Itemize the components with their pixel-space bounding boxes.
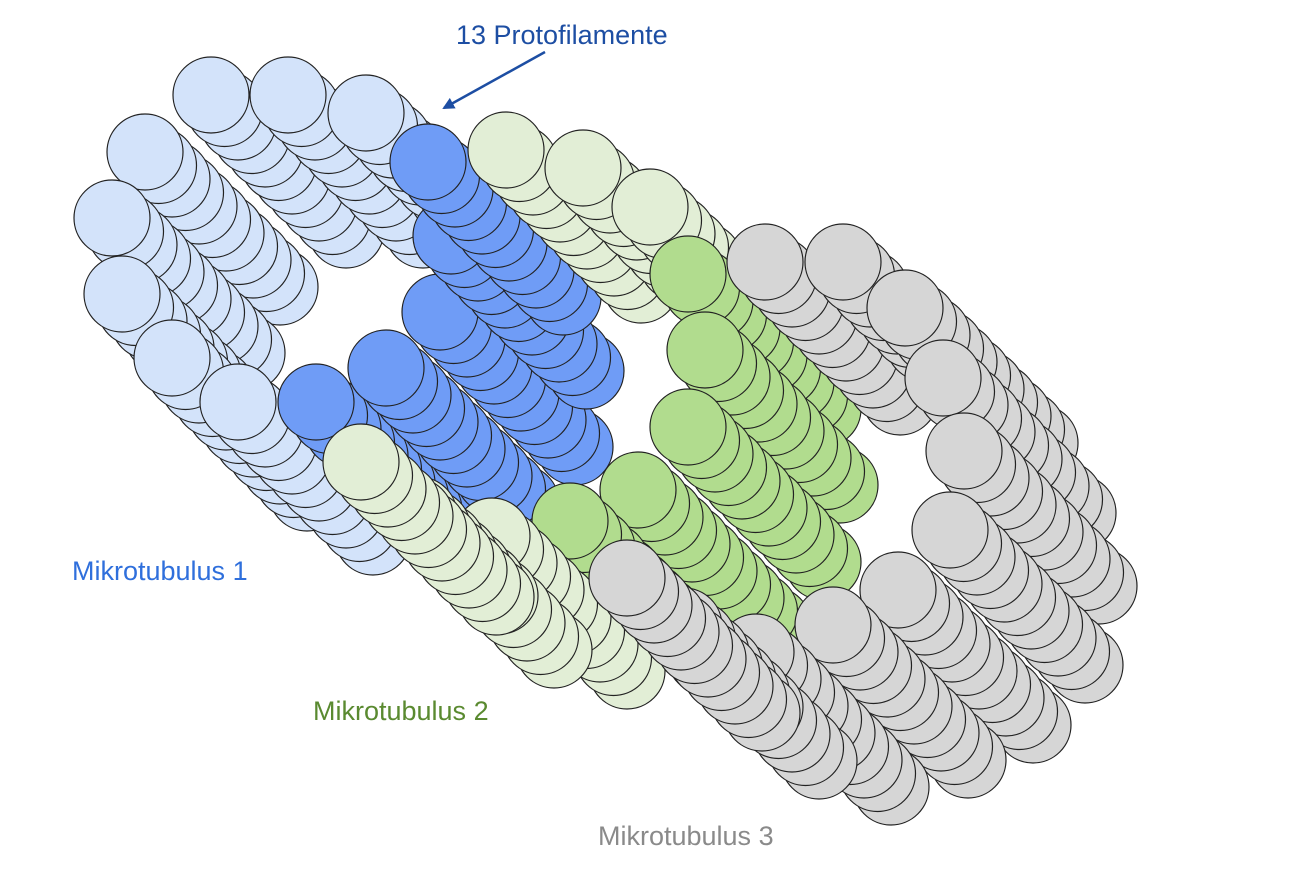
protofilament-mt3-5 [925,412,1138,625]
protofilament-mt1-10 [347,329,560,542]
protofilament-mt3-11 [588,539,801,752]
protofilament-arrow [442,50,546,110]
protofilament-mt2-6 [649,388,862,601]
protofilament-mt2-5 [666,311,879,524]
protofilament-layer [73,56,1138,826]
protofilament-label: 13 Protofilamente [456,20,668,50]
protofilament-mt3-8 [794,586,1007,799]
mikrotubulus-3-label: Mikrotubulus 3 [598,821,774,851]
protofilament-mt3-1 [726,223,939,436]
protofilament-mt3-6 [911,491,1124,704]
protofilament-mt2-7 [599,451,812,664]
mikrotubulus-1-label: Mikrotubulus 1 [72,556,248,586]
protofilament-mt1-4 [106,113,319,326]
protofilament-mt3-7 [859,551,1072,764]
protofilament-mt2-11 [322,423,535,636]
mikrotubulus-2-label: Mikrotubulus 2 [313,696,489,726]
